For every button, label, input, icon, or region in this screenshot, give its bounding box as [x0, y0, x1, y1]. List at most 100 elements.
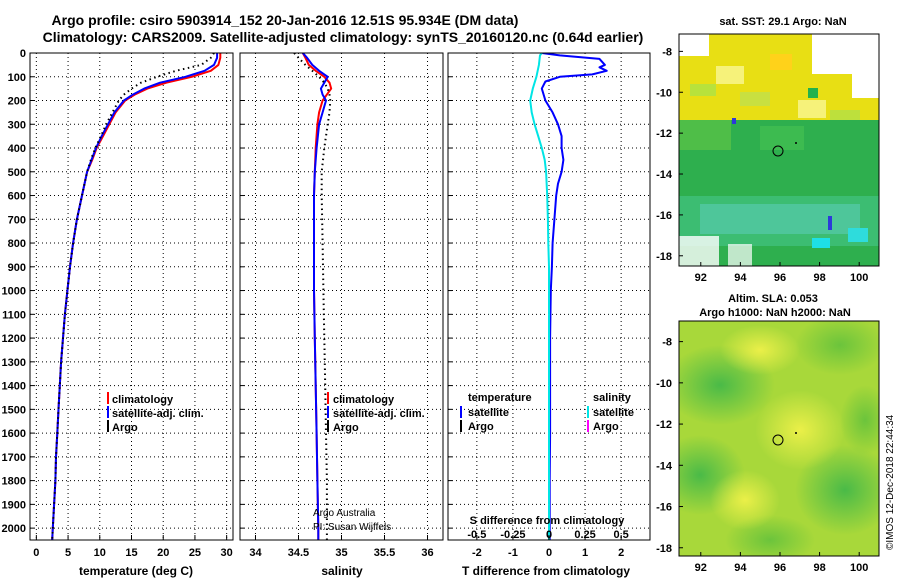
x-tick-label: 30: [221, 547, 233, 559]
depth-tick-label: 1700: [2, 452, 26, 464]
depth-tick-label: 1400: [2, 381, 26, 393]
imos-credit: ©IMOS 12-Dec-2018 22:44:34: [885, 414, 896, 550]
sla-map-image: [679, 321, 879, 556]
sst-map-frame: [678, 33, 880, 267]
legend-label-climatology: climatology: [112, 394, 174, 406]
temperature-axis-label: temperature (deg C): [79, 564, 193, 578]
legend-label-s-satellite: satellite: [593, 407, 634, 419]
lon-tick-label: 92: [695, 562, 707, 574]
temperature-x-ticks: 0 5 10 15 20 25 30: [33, 535, 233, 559]
depth-tick-label: 1100: [2, 309, 26, 321]
sla-map-panel: Altim. SLA: 0.053 Argo h1000: NaN h2000:…: [656, 293, 880, 574]
figure-title-line2: Climatology: CARS2009. Satellite-adjuste…: [43, 29, 644, 45]
lat-tick-label: -16: [656, 210, 672, 222]
legend-label-t-satellite: satellite: [468, 407, 509, 419]
legend-label-s-argo: Argo: [593, 421, 619, 433]
x-tick-label: -1: [508, 547, 518, 559]
series-line: [51, 53, 219, 540]
x-tick-label: 36: [421, 547, 433, 559]
depth-tick-label: 1800: [2, 476, 26, 488]
salinity-legend-label-argo: Argo: [333, 422, 359, 434]
depth-tick-label: 100: [8, 72, 26, 84]
lat-tick-label: -10: [656, 378, 672, 390]
difference-panel: -2 -1 0 1 2 -0.5 -0.25 0 0.25 0.5 S difference f…: [447, 52, 651, 578]
salinity-panel: 34 34.5 35 35.5 36 salinity climatology sate…: [239, 52, 444, 578]
s-difference-label: S difference from climatology: [470, 515, 626, 527]
temperature-panel: 0 5 10 15 20 25 30 0 100 200 300 400 500 600 700 800 90…: [2, 48, 234, 578]
x-tick-label: 20: [157, 547, 169, 559]
sst-map-title: sat. SST: 29.1 Argo: NaN: [719, 16, 846, 28]
lat-tick-label: -18: [656, 251, 672, 263]
lat-tick-label: -10: [656, 87, 672, 99]
salinity-legend-label-satellite-adj: satellite-adj. clim.: [333, 408, 425, 420]
sst-map-image: [679, 34, 879, 266]
depth-ticks: 0 100 200 300 400 500 600 700 800 900 1000 1100 1200…: [2, 48, 26, 535]
legend-label-t-argo: Argo: [468, 421, 494, 433]
sla-map-axes: -8 -10 -12 -14 -16 -18 92 94 96 98 100: [656, 337, 868, 574]
depth-tick-label: 900: [8, 262, 26, 274]
depth-tick-label: 0: [20, 48, 26, 60]
x-tick-label: 15: [125, 547, 137, 559]
lat-tick-label: -12: [656, 128, 672, 140]
depth-tick-label: 700: [8, 214, 26, 226]
s-diff-tick-label: 0: [546, 529, 552, 541]
series-line: [293, 53, 332, 540]
depth-tick-label: 200: [8, 96, 26, 108]
difference-x-ticks: -2 -1 0 1 2: [472, 535, 624, 559]
depth-tick-label: 1000: [2, 286, 26, 298]
t-difference-axis-label: T difference from climatology: [462, 564, 630, 578]
sst-argo-location-marker: [772, 145, 784, 157]
lon-tick-label: 94: [734, 562, 747, 574]
temperature-gridlines: [30, 52, 233, 540]
depth-tick-label: 400: [8, 143, 26, 155]
credit-pi-name: PI: Susan Wijffels: [313, 522, 391, 533]
depth-tick-label: 2000: [2, 523, 26, 535]
salinity-x-ticks: 34 34.5 35 35.5 36: [249, 535, 434, 559]
s-diff-tick-label: 0.25: [574, 529, 595, 541]
credit-argo-australia: Argo Australia: [313, 508, 376, 519]
s-diff-tick-label: -0.25: [500, 529, 525, 541]
lon-tick-label: 96: [774, 272, 786, 284]
s-diff-tick-label: 0.5: [613, 529, 628, 541]
lon-tick-label: 100: [850, 562, 868, 574]
lon-tick-label: 100: [850, 272, 868, 284]
x-tick-label: 5: [65, 547, 71, 559]
salinity-axes-frame: [239, 52, 444, 541]
lon-tick-label: 98: [813, 272, 825, 284]
lon-tick-label: 98: [813, 562, 825, 574]
x-tick-label: -2: [472, 547, 482, 559]
sla-argo-location-marker: [772, 434, 784, 446]
difference-salinity-ticks: -0.5 -0.25 0 0.25 0.5: [467, 529, 628, 541]
x-tick-label: 35.5: [374, 547, 395, 559]
x-tick-label: 34.5: [288, 547, 309, 559]
x-tick-label: 0: [33, 547, 39, 559]
lat-tick-label: -18: [656, 543, 672, 555]
depth-tick-label: 500: [8, 167, 26, 179]
salinity-series: [293, 53, 333, 540]
lon-tick-label: 94: [734, 272, 747, 284]
sla-map-title-line2: Argo h1000: NaN h2000: NaN: [699, 307, 851, 319]
series-line: [51, 53, 215, 540]
depth-tick-label: 300: [8, 119, 26, 131]
sla-argo-track-dot: [795, 432, 797, 434]
legend-salinity-title: salinity: [593, 392, 632, 404]
lat-tick-label: -16: [656, 502, 672, 514]
temperature-axes-frame: [29, 52, 234, 541]
sst-map-panel: sat. SST: 29.1 Argo: NaN: [656, 16, 880, 284]
lat-tick-label: -8: [662, 46, 672, 58]
s-diff-tick-label: -0.5: [467, 529, 486, 541]
x-tick-label: 0: [546, 547, 552, 559]
figure-title-line1: Argo profile: csiro 5903914_152 20-Jan-2…: [52, 12, 519, 28]
series-line: [51, 53, 222, 540]
x-tick-label: 25: [189, 547, 201, 559]
legend-label-argo: Argo: [112, 422, 138, 434]
x-tick-label: 2: [618, 547, 624, 559]
sla-map-frame: [678, 320, 880, 557]
sla-map-title-line1: Altim. SLA: 0.053: [728, 293, 818, 305]
lat-tick-label: -14: [656, 460, 673, 472]
lat-tick-label: -12: [656, 419, 672, 431]
legend-label-satellite-adj: satellite-adj. clim.: [112, 408, 204, 420]
sst-map-axes: -8 -10 -12 -14 -16 -18 92 94 96 98 100: [656, 46, 868, 284]
depth-tick-label: 1900: [2, 499, 26, 511]
